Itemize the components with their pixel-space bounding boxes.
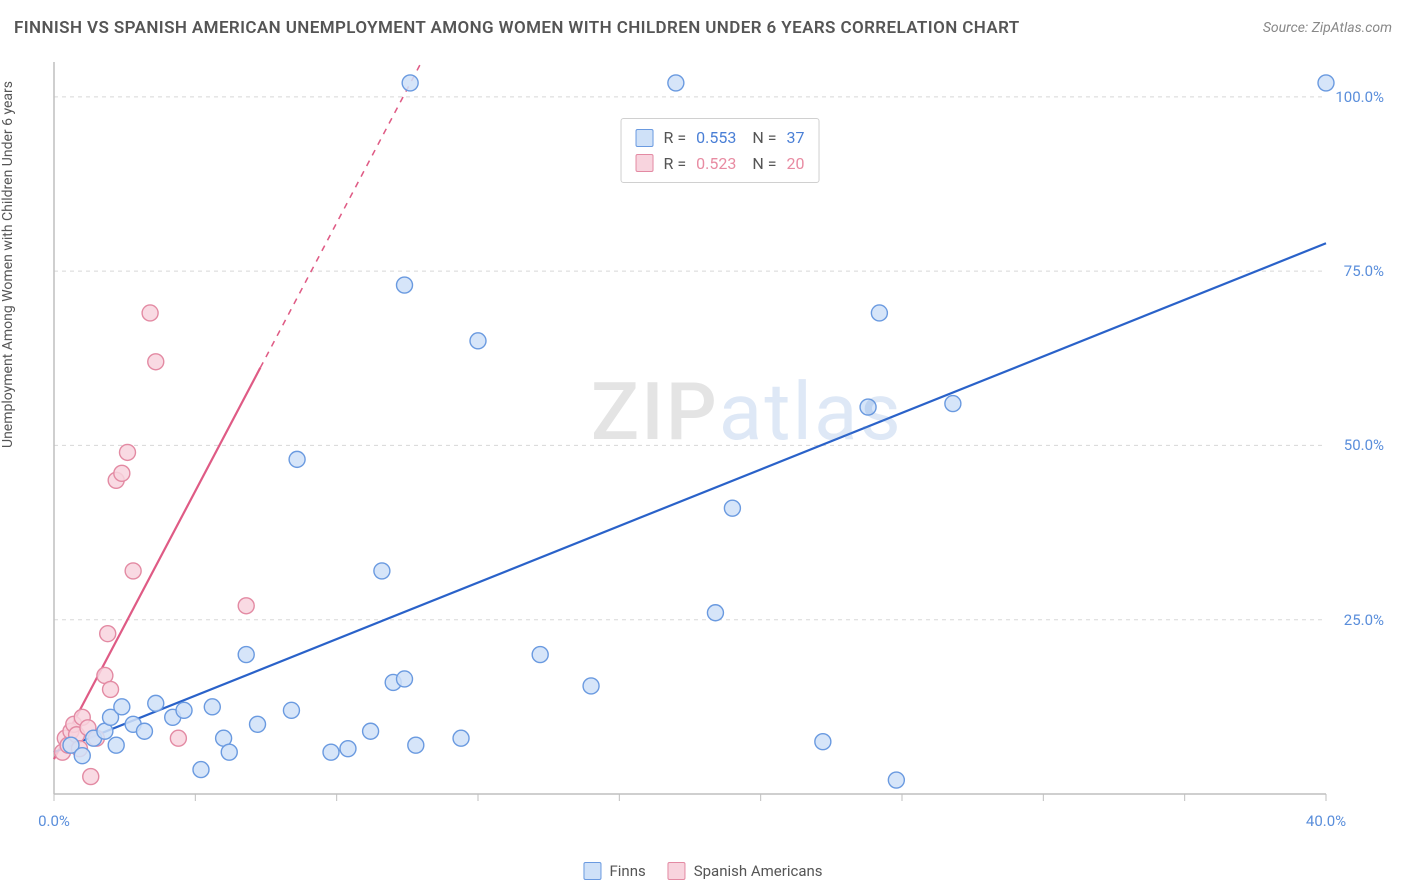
swatch-finns — [636, 129, 654, 147]
legend-label-finns: Finns — [609, 862, 645, 880]
y-tick-label: 100.0% — [1335, 88, 1384, 106]
n-value-spanish: 20 — [786, 151, 804, 177]
r-label: R = — [664, 151, 687, 177]
series-legend: Finns Spanish Americans — [583, 862, 822, 880]
chart-title: FINNISH VS SPANISH AMERICAN UNEMPLOYMENT… — [14, 18, 1020, 38]
x-tick-label: 40.0% — [1306, 812, 1346, 830]
y-tick-label: 75.0% — [1344, 262, 1384, 280]
swatch-spanish — [668, 862, 686, 880]
legend-row-spanish: R = 0.523 N = 20 — [636, 151, 805, 177]
y-axis-label: Unemployment Among Women with Children U… — [0, 81, 16, 448]
x-tick-label: 0.0% — [38, 812, 70, 830]
y-tick-label: 50.0% — [1344, 436, 1384, 454]
r-value-spanish: 0.523 — [696, 151, 736, 177]
swatch-finns — [583, 862, 601, 880]
legend-label-spanish: Spanish Americans — [694, 862, 823, 880]
swatch-spanish — [636, 154, 654, 172]
n-label: N = — [752, 125, 776, 151]
r-label: R = — [664, 125, 687, 151]
chart-area: ZIPatlas R = 0.553 N = 37 R = 0.523 N = … — [50, 58, 1390, 828]
legend-item-spanish: Spanish Americans — [668, 862, 823, 880]
legend-item-finns: Finns — [583, 862, 645, 880]
correlation-legend: R = 0.553 N = 37 R = 0.523 N = 20 — [621, 118, 820, 183]
r-value-finns: 0.553 — [696, 125, 736, 151]
source-attribution: Source: ZipAtlas.com — [1263, 20, 1392, 36]
legend-row-finns: R = 0.553 N = 37 — [636, 125, 805, 151]
y-tick-label: 25.0% — [1344, 611, 1384, 629]
n-value-finns: 37 — [786, 125, 804, 151]
n-label: N = — [752, 151, 776, 177]
